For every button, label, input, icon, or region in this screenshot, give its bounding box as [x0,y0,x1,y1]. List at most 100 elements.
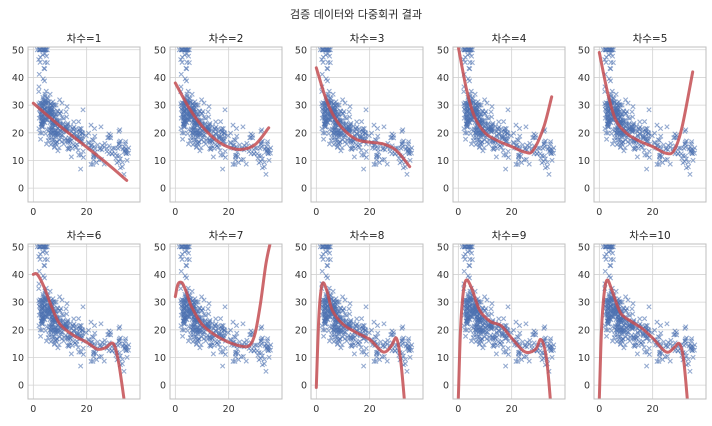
scatter-point [268,145,274,151]
scatter-point [464,47,470,53]
scatter-point [600,47,606,53]
y-tick-label: 20 [578,325,590,336]
scatter-point [92,133,98,139]
scatter-point [510,139,517,145]
scatter-point [37,251,43,257]
scatter-point [263,171,269,177]
scatter-point [183,275,190,281]
scatter-point [515,358,521,364]
scatter-point [603,130,609,136]
subplot-6: 0 20 0 10 20 30 40 50 차수=6 [12,230,141,415]
scatter-point [263,148,270,155]
subplot-10: 0 20 0 10 20 30 40 50 차수=10 [578,230,707,415]
scatter-point [602,253,608,260]
scatter-point [371,319,377,325]
scatter-point [339,315,346,321]
scatter-point [325,91,331,97]
y-tick-label: 20 [437,325,449,336]
scatter-point [92,146,98,152]
scatter-point [483,108,489,115]
scatter-point [78,363,84,369]
y-tick-label: 0 [18,381,24,392]
scatter-point [39,327,45,333]
scatter-point [319,115,325,121]
scatter-point [607,275,614,281]
axes-frame [169,46,283,203]
y-tick-label: 10 [295,156,307,167]
scatter-point [358,147,364,154]
x-tick-label: 20 [81,207,93,218]
scatter-point [615,323,621,329]
scatter-point [664,353,670,360]
scatter-point [503,166,509,172]
scatter-point [71,316,77,322]
scatter-point [42,66,48,72]
scatter-point [60,318,66,324]
scatter-point [49,126,55,132]
scatter-point [493,351,499,357]
y-tick-label: 10 [578,353,590,364]
scatter-point [65,145,71,152]
scatter-point [347,104,353,110]
scatter-point [467,247,473,254]
scatter-point [246,148,252,155]
scatter-point [266,354,272,360]
scatter-point [609,131,615,137]
scatter-point [201,100,207,106]
scatter-point [206,311,212,317]
scatter-point [461,253,467,260]
scatter-point [461,268,467,274]
scatter-point [335,340,341,347]
scatter-point [38,333,44,339]
scatter-point [485,121,491,127]
scatter-point [261,159,268,166]
scatter-point [351,351,357,357]
scatter-point [629,306,635,312]
scatter-point [630,301,636,307]
scatter-point [537,151,543,157]
scatter-point [207,342,213,349]
scatter-point [185,117,191,123]
scatter-point [654,358,660,364]
y-tick-label: 30 [295,298,307,309]
scatter-point [500,119,507,125]
scatter-point [620,327,626,333]
scatter-point [74,326,80,332]
scatter-point [101,358,107,364]
scatter-point [646,345,652,351]
scatter-point [216,129,222,135]
scatter-point [607,78,614,84]
scatter-point [66,145,72,151]
scatter-point [178,298,184,304]
scatter-point [468,141,475,147]
scatter-point [661,142,667,148]
scatter-point [363,304,369,310]
scatter-point [484,100,490,106]
scatter-point [105,332,111,338]
scatter-point [609,141,616,147]
scatter-point [343,318,349,324]
scatter-point [247,135,253,141]
scatter-point [624,108,630,115]
scatter-point [358,316,365,322]
scatter-point [217,147,223,154]
scatter-point [671,135,677,141]
scatter-point [479,336,485,342]
scatter-point [37,54,43,60]
scatter-point [620,139,626,145]
scatter-point [518,153,524,159]
scatter-point [322,320,328,327]
scatter-point [339,118,346,124]
scatter-point [71,119,77,125]
scatter-point [483,305,489,312]
scatter-point [546,345,553,352]
y-tick-label: 30 [154,101,166,112]
scatter-point [325,247,331,254]
scatter-point [339,145,345,151]
scatter-point [549,157,555,163]
scatter-point [39,123,45,130]
y-tick-label: 30 [154,298,166,309]
scatter-point [180,136,186,142]
scatter-point [491,342,497,348]
